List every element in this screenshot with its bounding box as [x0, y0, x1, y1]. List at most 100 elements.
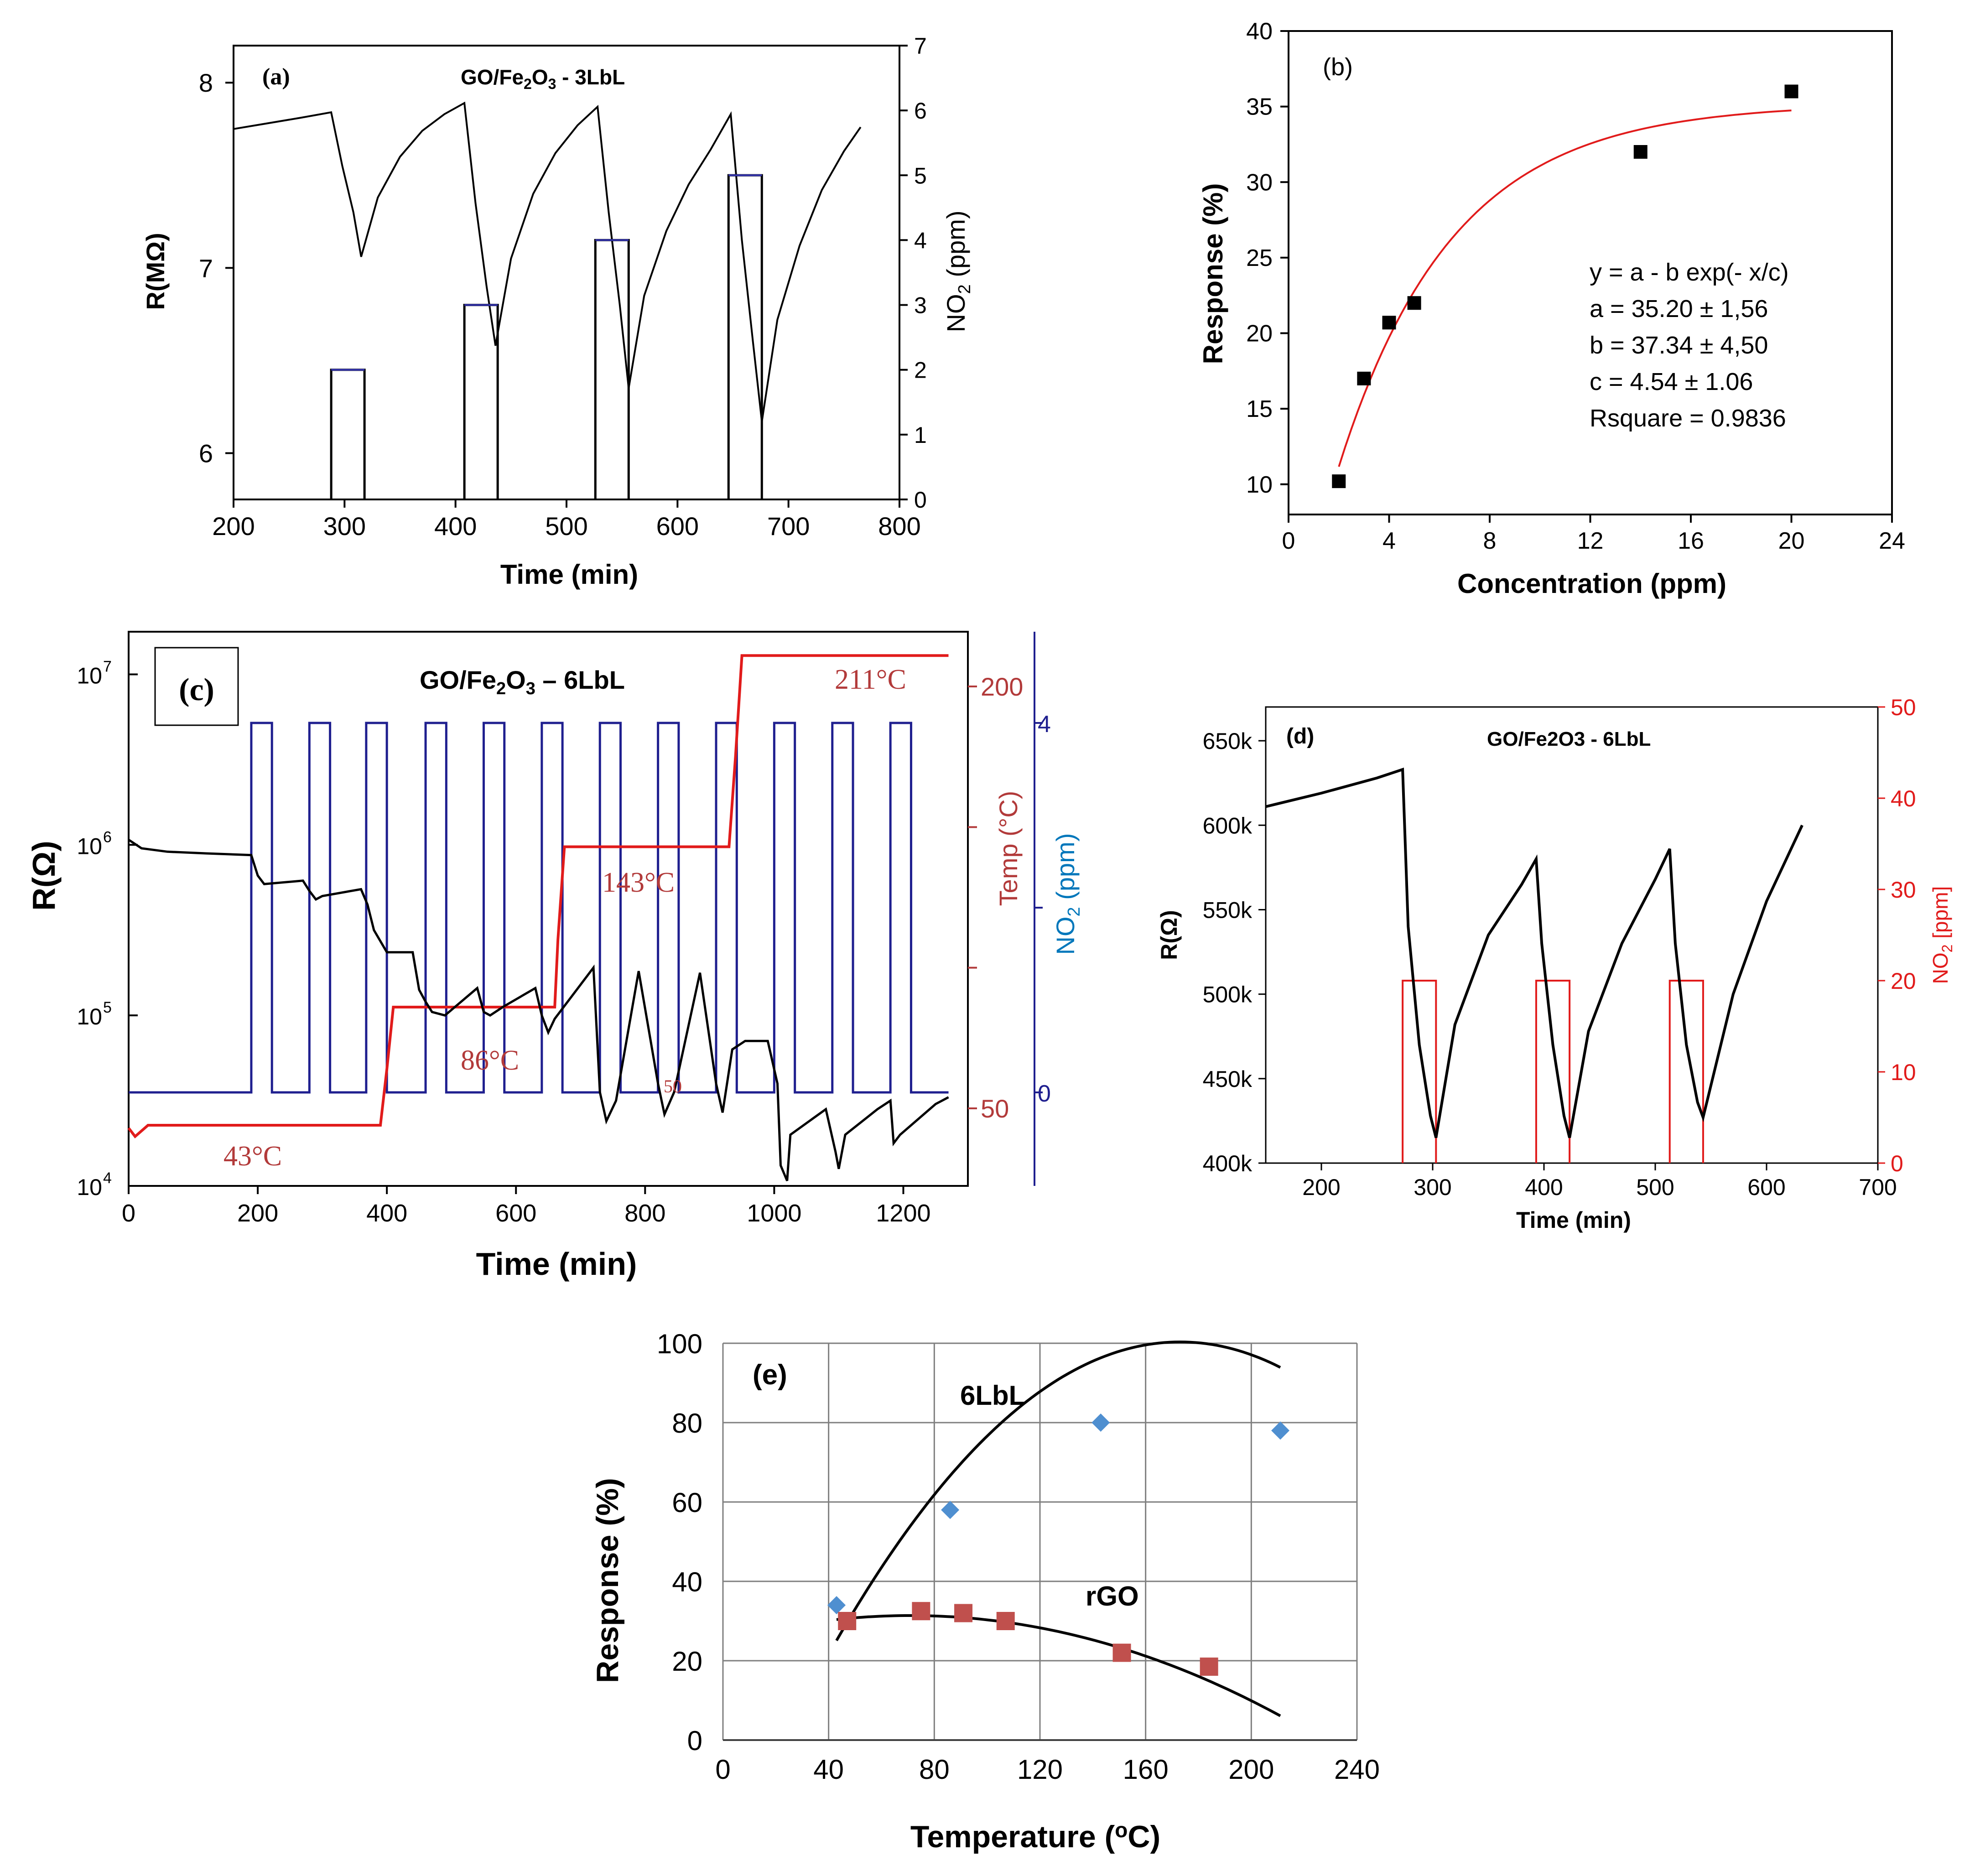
- panel-e-point-rGO-2: [954, 1604, 973, 1622]
- panel-c-temp-label-1: 86°C: [461, 1045, 519, 1076]
- panel-e-point-rGO-5: [1200, 1658, 1218, 1676]
- panel-d-ylabel: R(Ω): [1156, 910, 1182, 960]
- panel-e-xtick-label-6: 240: [1334, 1754, 1380, 1785]
- panel-c-no2-tick-label-0: 0: [1038, 1081, 1051, 1107]
- panel-d-data: [1265, 767, 1803, 1163]
- panel-a-xtick-label-4: 600: [656, 512, 699, 540]
- panel-d-y2tick-label-2: 20: [1891, 968, 1916, 994]
- panel-c-no2-tick-label-1: 4: [1038, 711, 1051, 738]
- panel-b-ytick-label-0: 10: [1246, 472, 1273, 498]
- panel-b-xtick-label-3: 12: [1577, 528, 1604, 554]
- panel-d-xtick-label-2: 400: [1525, 1174, 1563, 1200]
- panel-c-y3label: NO2 (ppm): [1051, 833, 1084, 955]
- panel-a-y2tick-label-6: 6: [914, 98, 927, 124]
- panel-c-temp-label-0: 43°C: [223, 1141, 282, 1172]
- panel-b-xtick-label-0: 0: [1282, 528, 1295, 554]
- panel-c-resistance-line: [128, 839, 949, 1181]
- panel-e-point-rGO-3: [996, 1612, 1015, 1630]
- panel-e-series-label-rgo: rGO: [1086, 1581, 1139, 1611]
- panel-b-fit-annotation: y = a - b exp(- x/c) a = 35.20 ± 1,56 b = …: [1590, 259, 1789, 432]
- panel-d-y2label: NO2 [ppm]: [1928, 886, 1955, 984]
- panel-b-ytick-label-3: 25: [1246, 245, 1273, 271]
- panel-b-label: (b): [1323, 53, 1353, 81]
- panel-e-ytick-label-4: 80: [672, 1408, 702, 1439]
- panel-c-xlabel: Time (min): [476, 1246, 637, 1282]
- panel-d-xtick-label-5: 700: [1859, 1174, 1897, 1200]
- panel-b-annotation-3: c = 4.54 ± 1.06: [1590, 368, 1753, 395]
- panel-d-y2tick-label-0: 0: [1891, 1151, 1903, 1176]
- panel-a-xtick-label-5: 700: [767, 512, 810, 540]
- panel-a-xtick-label-1: 300: [323, 512, 366, 540]
- panel-b-ytick-label-6: 40: [1246, 18, 1273, 45]
- panel-c-ytick-exp-1: 5: [103, 999, 112, 1016]
- panel-e-ytick-label-1: 20: [672, 1646, 702, 1677]
- panel-c-xtick-label-0: 0: [122, 1200, 135, 1227]
- panel-d-xtick-label-1: 300: [1414, 1174, 1451, 1200]
- panel-a-y2tick-label-0: 0: [914, 487, 927, 513]
- panel-b-xtick-label-1: 4: [1382, 528, 1396, 554]
- panel-d-ytick-label-5: 650k: [1203, 728, 1253, 754]
- panel-c-ytick-base-3: 10: [77, 663, 102, 688]
- panel-c-temperature-line: [127, 654, 949, 1139]
- panel-b-data: [1332, 84, 1798, 488]
- panel-e-point-6LbL-1: [941, 1501, 960, 1519]
- panel-d-ytick-label-1: 450k: [1203, 1066, 1253, 1092]
- panel-d-ytick-label-4: 600k: [1203, 813, 1253, 838]
- panel-e-point-rGO-1: [912, 1602, 930, 1621]
- panel-c-temp-tick-label-1: 200: [981, 672, 1023, 701]
- panel-b-xtick-label-6: 24: [1879, 528, 1905, 554]
- panel-c-xtick-label-1: 200: [237, 1200, 278, 1227]
- panel-a-y2tick-label-2: 2: [914, 358, 927, 383]
- panel-b-xlabel: Concentration (ppm): [1457, 568, 1726, 599]
- panel-e-point-rGO-4: [1112, 1643, 1131, 1662]
- panel-d-xtick-label-4: 600: [1747, 1174, 1785, 1200]
- panel-d-xtick-label-0: 200: [1302, 1174, 1340, 1200]
- panel-b-xtick-label-5: 20: [1778, 528, 1805, 554]
- panel-e-xtick-label-1: 40: [813, 1754, 844, 1785]
- panel-c-stray-label: 50: [664, 1076, 682, 1096]
- panel-a-label: (a): [262, 64, 290, 90]
- panel-c-xtick-label-2: 400: [366, 1200, 407, 1227]
- panel-b-ytick-label-1: 15: [1246, 396, 1273, 422]
- panel-d-y2tick-label-3: 30: [1891, 877, 1916, 903]
- panel-d-title: GO/Fe2O3 - 6LbL: [1487, 728, 1651, 750]
- panel-d-ytick-label-2: 500k: [1203, 982, 1253, 1008]
- panel-e-ytick-label-0: 0: [687, 1725, 702, 1756]
- panel-b-annotation-2: b = 37.34 ± 4,50: [1590, 332, 1768, 359]
- panel-d-ytick-label-0: 400k: [1203, 1151, 1253, 1176]
- panel-e-point-6LbL-0: [827, 1596, 846, 1615]
- panel-a-data: [233, 101, 862, 499]
- panel-e-point-6LbL-3: [1271, 1421, 1290, 1440]
- panel-e-xlabel: Temperature (oC): [910, 1818, 1160, 1854]
- panel-c-xtick-label-4: 800: [624, 1200, 665, 1227]
- panel-c-label-box: [154, 647, 239, 726]
- panel-e-fit-6LbL: [835, 1341, 1281, 1642]
- panel-c-ytick-base-1: 10: [77, 1004, 102, 1029]
- panel-c-temp-label-2: 143°C: [602, 867, 675, 898]
- panel-c-temp-label-3: 211°C: [835, 664, 906, 695]
- panel-e-ytick-label-2: 40: [672, 1567, 702, 1597]
- panel-a-xlabel: Time (min): [500, 559, 638, 590]
- panel-c-temp-tick-label-0: 50: [981, 1094, 1009, 1123]
- panel-e-xtick-label-2: 80: [919, 1754, 950, 1785]
- panel-b-fit-curve: [1338, 109, 1792, 467]
- panel-a-ylabel: R(MΩ): [141, 233, 170, 310]
- panel-e-ticks: 0 40 80 120 160 200 240 0 20 40 60 80 100: [657, 1329, 1380, 1785]
- panel-a-ytick-label-1: 7: [199, 254, 213, 282]
- panel-a-title: GO/Fe2O3 - 3LbL: [461, 65, 625, 92]
- panel-c-xtick-label-5: 1000: [747, 1200, 801, 1227]
- panel-d-no2-pulse-0: [1402, 980, 1437, 1163]
- panel-b-point-3: [1407, 296, 1421, 310]
- panel-c-ytick-base-0: 10: [77, 1174, 102, 1200]
- panel-a-ticks: 200 300 400 500 600 700 800 6 7 8 0 1 2 3 4 5 6 7: [199, 33, 927, 540]
- panel-a-y2tick-label-5: 5: [914, 163, 927, 188]
- panel-e-grid: [722, 1342, 1358, 1741]
- panel-a: 200 300 400 500 600 700 800 6 7 8 0 1 2 3 4 5 6 7 (a) GO/…: [141, 33, 974, 590]
- panel-b-xtick-label-4: 16: [1678, 528, 1704, 554]
- panel-d: 200 300 400 500 600 700400k450k500k550k600k65…: [1156, 695, 1955, 1233]
- panel-a-ytick-label-2: 8: [199, 68, 213, 97]
- panel-c-ytick-exp-0: 4: [103, 1169, 112, 1187]
- panel-c-no2-line: [129, 722, 949, 1094]
